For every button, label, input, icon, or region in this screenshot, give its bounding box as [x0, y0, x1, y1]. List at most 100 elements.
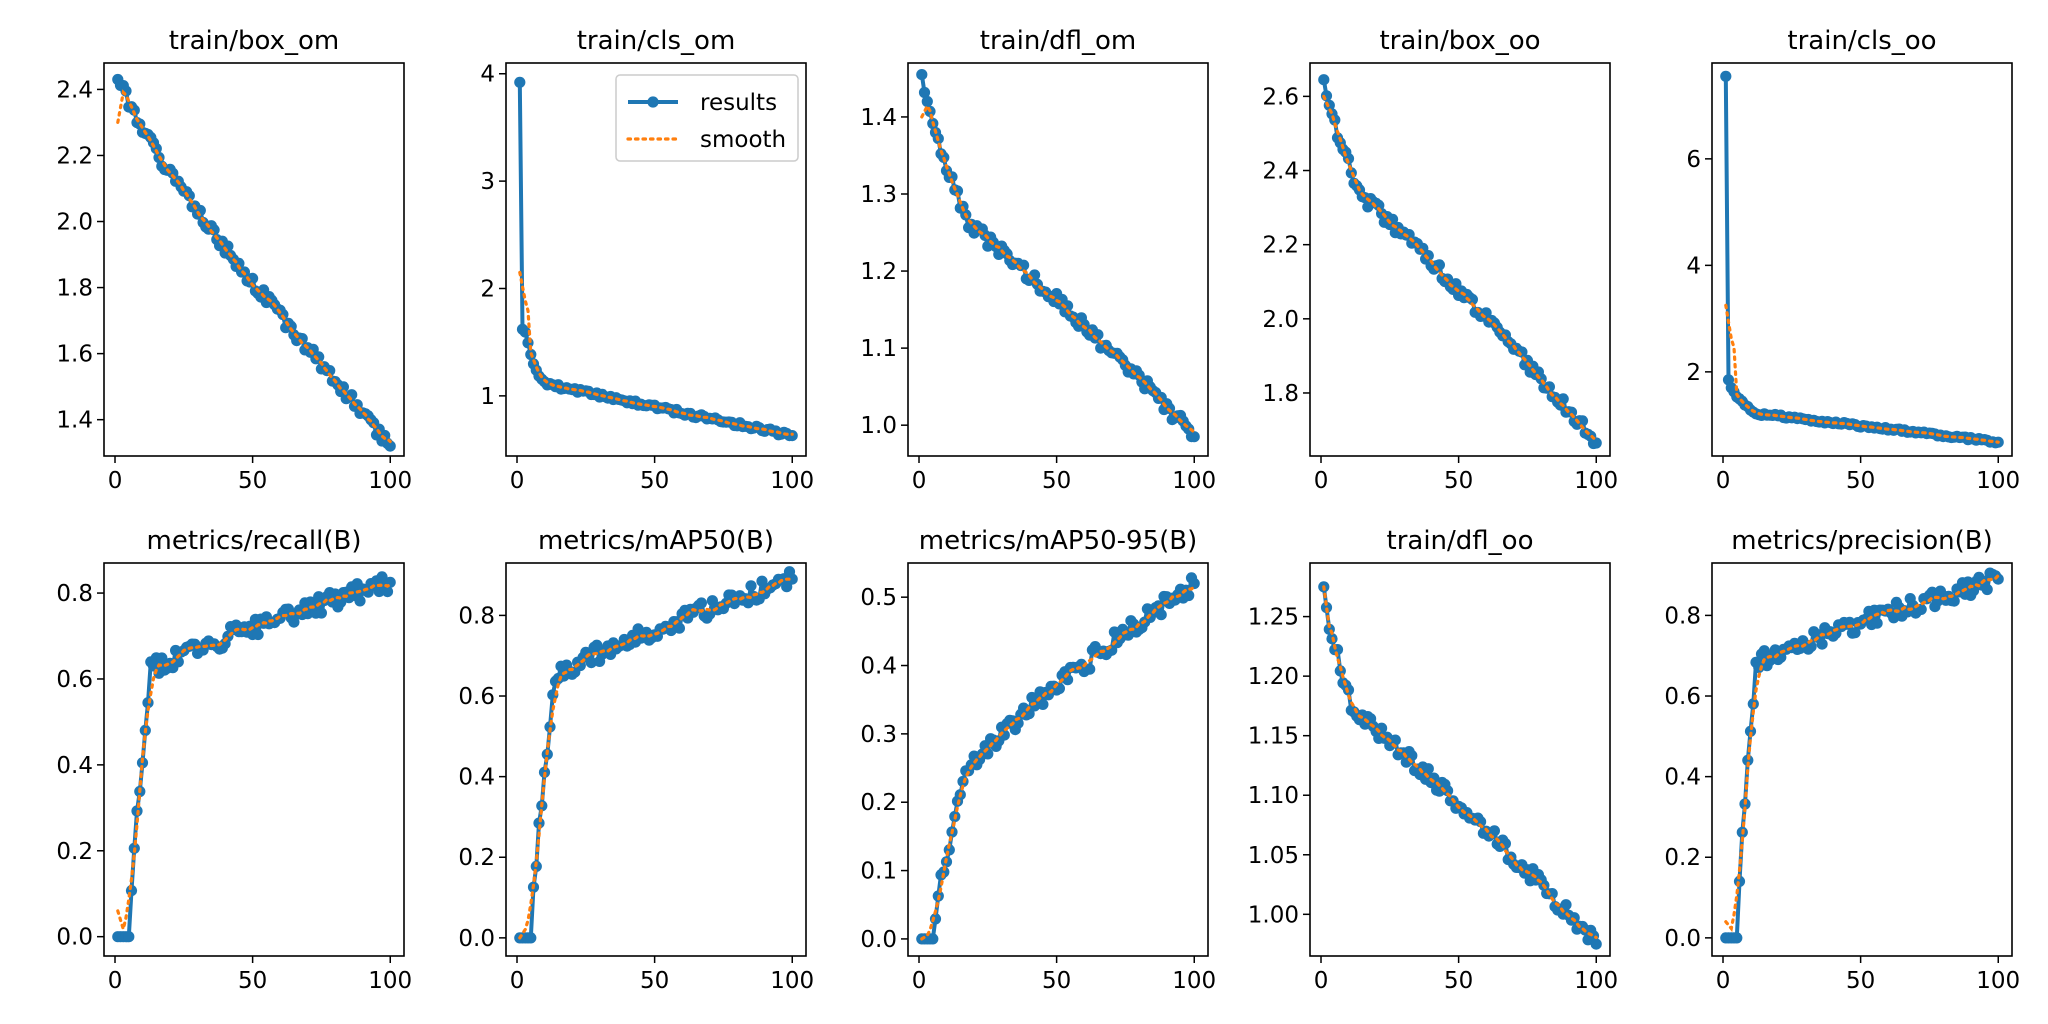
x-tick-label: 50	[1444, 968, 1473, 994]
y-tick-label: 0.4	[56, 753, 93, 779]
y-tick-label: 0.2	[1664, 845, 1701, 871]
results-point	[1037, 698, 1049, 711]
subplot-4: train/box_oo 0 50 100 1.8 2.0 2.2 2.4 2.6	[1262, 26, 1618, 494]
x-tick-label: 100	[1172, 468, 1216, 494]
results-point	[354, 595, 366, 607]
axes-frame	[103, 562, 405, 957]
results-point	[1568, 912, 1580, 924]
results-point	[376, 571, 388, 583]
y-tick-label: 2.6	[1262, 84, 1299, 110]
x-tick-label: 50	[1444, 468, 1473, 494]
y-tick-label: 1	[480, 384, 495, 410]
y-tick-label: 1.0	[860, 413, 897, 439]
subplot-1: train/box_om 0 50 100 1.4 1.6 1.8 2.0 2.2 2.4	[56, 26, 412, 494]
subplot-title: train/box_om	[169, 26, 340, 56]
subplot-title: metrics/recall(B)	[147, 526, 362, 556]
results-point	[1188, 431, 1200, 443]
results-point	[335, 596, 347, 608]
axes-frame	[103, 62, 405, 457]
x-tick-label: 0	[108, 468, 123, 494]
results-line	[1321, 79, 1597, 446]
results-point	[1805, 640, 1817, 653]
y-tick-label: 1.00	[1248, 902, 1299, 928]
results-point	[929, 913, 942, 925]
results-point	[695, 597, 708, 609]
y-tick-label: 0.4	[860, 654, 897, 680]
y-tick-label: 1.6	[56, 342, 93, 368]
axes-frame	[1309, 62, 1611, 457]
subplot-title: metrics/precision(B)	[1731, 526, 1992, 556]
y-tick-label: 1.4	[860, 105, 897, 131]
results-point	[756, 575, 768, 587]
results-point	[673, 622, 686, 634]
results-point	[123, 931, 135, 943]
results-point	[1565, 406, 1578, 418]
legend-smooth-label: smooth	[700, 127, 786, 153]
results-point	[514, 76, 526, 88]
subplot-title: train/cls_om	[577, 26, 736, 56]
results-point	[1155, 609, 1167, 621]
results-point	[1948, 595, 1960, 607]
x-tick-label: 100	[368, 468, 412, 494]
axes-frame	[505, 562, 807, 957]
y-tick-label: 1.8	[56, 276, 93, 302]
y-tick-label: 0.0	[56, 925, 93, 951]
subplot-10: metrics/precision(B) 0 50 100 0.0 0.2 0.4 0.6 0.…	[1664, 526, 2020, 994]
results-point	[1188, 577, 1200, 590]
y-tick-label: 0.8	[56, 581, 93, 607]
results-point	[1871, 617, 1883, 629]
y-tick-label: 0.2	[56, 839, 93, 865]
axes-frame	[907, 562, 1209, 957]
results-point	[1320, 601, 1333, 614]
y-tick-label: 0.1	[860, 859, 897, 885]
results-point	[918, 86, 931, 99]
legend-results-marker	[647, 96, 659, 108]
y-tick-label: 0.2	[860, 790, 897, 816]
y-tick-label: 1.1	[860, 336, 897, 362]
results-point	[1981, 583, 1993, 596]
smooth-line	[1322, 585, 1598, 940]
results-point	[337, 381, 349, 393]
y-tick-label: 2.2	[56, 143, 93, 169]
y-tick-label: 0.4	[458, 765, 495, 791]
results-point	[1744, 725, 1757, 737]
y-tick-label: 2	[480, 276, 495, 302]
results-point	[1742, 754, 1754, 766]
y-tick-label: 0.8	[1664, 603, 1701, 629]
y-tick-label: 2.0	[56, 210, 93, 236]
x-tick-label: 100	[1976, 968, 2020, 994]
x-tick-label: 50	[640, 968, 669, 994]
results-point	[1062, 300, 1074, 312]
x-tick-label: 50	[1846, 968, 1875, 994]
smooth-line	[1322, 94, 1598, 441]
results-point	[1546, 888, 1558, 900]
results-point	[745, 580, 757, 592]
smooth-line	[920, 585, 1196, 941]
subplot-8: metrics/mAP50-95(B) 0 50 100 0.0 0.1 0.2 0.3 0.4…	[860, 526, 1216, 994]
results-point	[1466, 293, 1478, 306]
results-point	[1389, 734, 1401, 746]
results-point	[1084, 663, 1096, 675]
y-tick-label: 2.4	[1262, 159, 1299, 185]
x-tick-label: 0	[510, 968, 525, 994]
axes-frame	[1711, 62, 2013, 457]
x-tick-label: 0	[1716, 968, 1731, 994]
x-tick-label: 50	[238, 968, 267, 994]
legend: results smooth	[615, 74, 799, 162]
y-tick-label: 1.2	[860, 259, 897, 285]
results-line	[1723, 76, 1999, 445]
subplot-title: metrics/mAP50-95(B)	[919, 526, 1198, 556]
axes-frame	[1309, 562, 1611, 957]
results-point	[156, 652, 168, 664]
results-point	[1816, 638, 1828, 650]
results-point	[1590, 938, 1602, 950]
axes-frame	[907, 62, 1209, 457]
results-point	[585, 657, 597, 669]
x-tick-label: 0	[1314, 468, 1329, 494]
smooth-line	[116, 89, 392, 444]
subplot-title: train/dfl_oo	[1387, 526, 1534, 556]
x-tick-label: 50	[1042, 468, 1071, 494]
smooth-line	[920, 102, 1196, 434]
y-tick-label: 0.4	[1664, 765, 1701, 791]
